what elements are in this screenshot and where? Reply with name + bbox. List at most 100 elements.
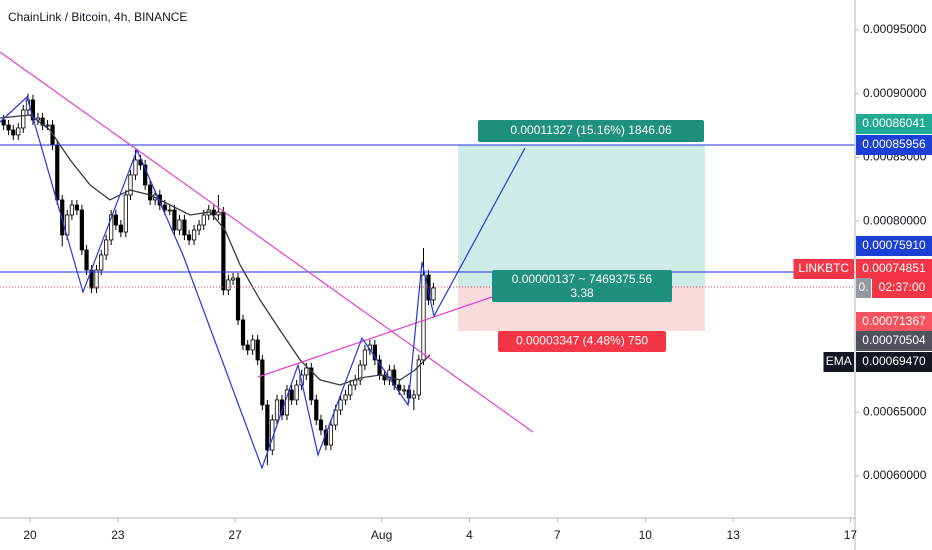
candle-body [21,109,26,129]
candle-body [372,344,377,361]
candle-body [16,127,21,136]
price-label: 0.00086041 [862,116,926,130]
x-tick-label: 20 [23,528,37,542]
name-label: EMA [826,354,852,368]
x-tick-label: 10 [639,528,653,542]
candle-body [294,384,299,401]
chart-title: ChainLink / Bitcoin, 4h, BINANCE [8,10,187,24]
candle-body [123,194,128,233]
price-label: 0. [858,280,868,294]
candle-body [343,394,348,401]
candle-body [196,224,202,231]
candle-body [74,204,79,211]
y-tick-label: 0.00095000 [863,22,927,36]
middle-box [492,270,672,302]
x-tick-label: 4 [466,528,473,542]
candle-body [348,384,353,396]
candle-body [245,344,250,351]
price-label-box [856,331,932,351]
candle-body [274,399,280,421]
candle-body [118,224,123,233]
candle-body [128,174,133,196]
price-label-box [856,114,932,134]
candle-body [226,279,231,291]
candle-body [148,184,153,201]
candle-body [211,209,216,216]
candle-body [333,409,338,426]
y-tick-label: 0.00060000 [863,468,927,482]
price-label: 0.00085956 [862,137,926,151]
stop-label: 0.00003347 (4.48%) 750 [516,334,648,348]
candle-body [55,144,60,201]
price-label-box [872,278,932,298]
axes: 0.000600000.000650000.000800000.00085000… [23,22,932,542]
y-tick-label: 0.00090000 [863,86,927,100]
x-tick-label: 17 [844,528,858,542]
candle-body [143,164,148,186]
candle-body [314,399,319,421]
candle-body [45,124,50,127]
trend-line [257,296,493,378]
price-label-box [856,352,932,372]
candle-body [104,239,109,256]
candle-body [167,209,172,212]
price-label: 0.00075910 [862,238,926,252]
candle-body [11,129,16,136]
candle-body [182,219,187,236]
candle-body [201,214,206,226]
candle-body [177,219,182,231]
target-label: 0.00011327 (15.16%) 1846.06 [510,123,672,137]
candle-body [416,359,421,396]
candle-body [362,349,368,366]
price-label-box [856,259,932,279]
candle-body [328,424,334,446]
x-tick-label: 23 [111,528,125,542]
candle-body [250,339,255,351]
candle-body [113,214,118,226]
candle-body [84,249,89,271]
candle-body [240,319,246,346]
candle-body [255,339,260,361]
candle-body [109,214,114,241]
price-label: 0.00070504 [862,333,926,347]
candle-body [230,277,236,281]
price-label: 02:37:00 [879,280,926,294]
target-box [478,120,704,142]
candle-body [304,367,309,376]
y-tick-label: 0.00065000 [863,404,927,418]
x-tick-label: Aug [371,528,392,542]
candle-body [133,159,138,176]
name-label-box [823,352,854,372]
candle-body [94,269,99,289]
x-tick-label: 7 [554,528,561,542]
candle-body [6,124,11,131]
price-label: 0.00069470 [862,354,926,368]
candle-body [191,229,197,241]
profit-zone [458,145,705,287]
candle-body [421,274,426,361]
candle-body [162,204,167,211]
name-label-box [793,259,854,279]
candle-body [187,234,192,241]
price-label-box [856,236,932,256]
candle-body [60,199,65,236]
candle-body [172,209,177,231]
candle-body [309,367,314,401]
candle-body [260,359,265,406]
x-tick-label: 13 [727,528,741,542]
candle-body [265,404,270,451]
candle-body [79,209,84,251]
candle-body [397,384,402,391]
candle-body [431,287,436,301]
candle-body [318,419,324,431]
candle-body [221,211,226,291]
name-label: LINKBTC [798,261,849,275]
price-label-box [856,312,932,332]
candle-body [216,211,221,216]
candle-body [235,277,241,321]
candle-body [69,204,75,216]
candle-body [382,374,387,381]
ratio-label: 3.38 [570,286,594,300]
